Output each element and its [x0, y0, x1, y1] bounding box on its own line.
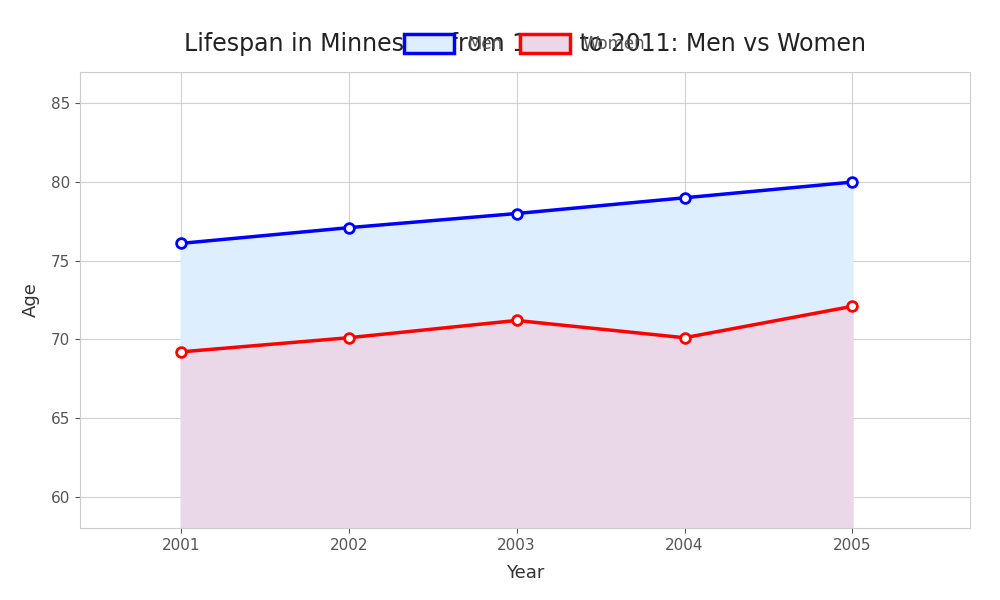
Title: Lifespan in Minnesota from 1970 to 2011: Men vs Women: Lifespan in Minnesota from 1970 to 2011:…	[184, 32, 866, 56]
Y-axis label: Age: Age	[22, 283, 40, 317]
Legend: Men, Women: Men, Women	[396, 26, 654, 62]
X-axis label: Year: Year	[506, 564, 544, 582]
